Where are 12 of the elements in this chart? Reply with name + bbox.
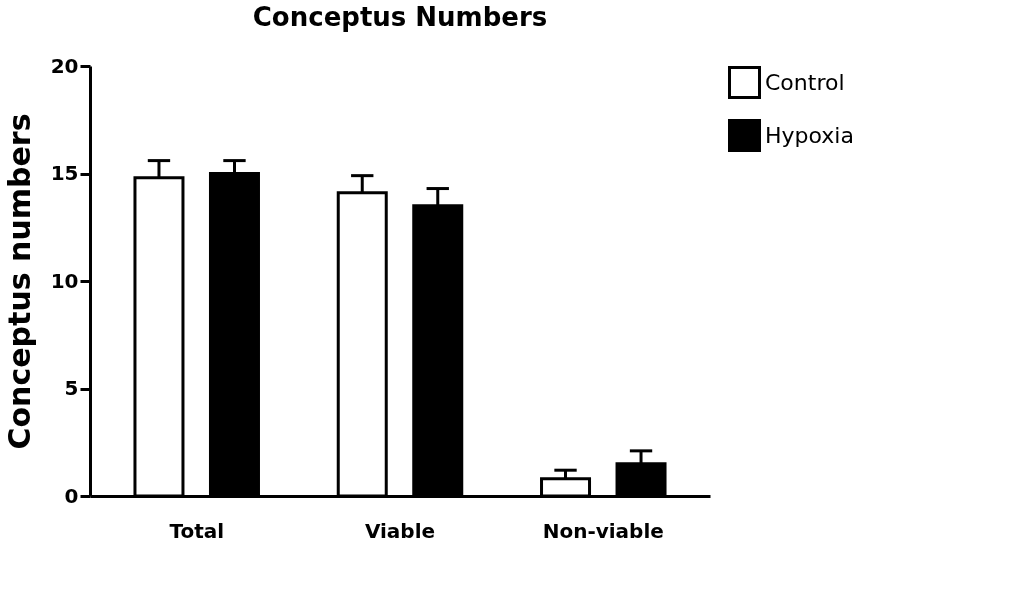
x-tick-label: Viable [364, 518, 436, 543]
y-tick-label: 20 [50, 53, 79, 78]
y-tick-label: 5 [64, 376, 79, 400]
legend-label: Control [765, 69, 845, 95]
x-tick-label: Non-viable [542, 518, 664, 543]
y-tick-label: 15 [50, 161, 79, 185]
y-axis-title: Conceptus numbers [1, 113, 37, 450]
y-tick-label: 0 [64, 483, 79, 508]
y-tick-label: 10 [50, 268, 79, 293]
legend-label: Hypoxia [765, 122, 854, 148]
chart-title: Conceptus Numbers [252, 2, 548, 32]
x-tick-label: Total [169, 518, 225, 543]
